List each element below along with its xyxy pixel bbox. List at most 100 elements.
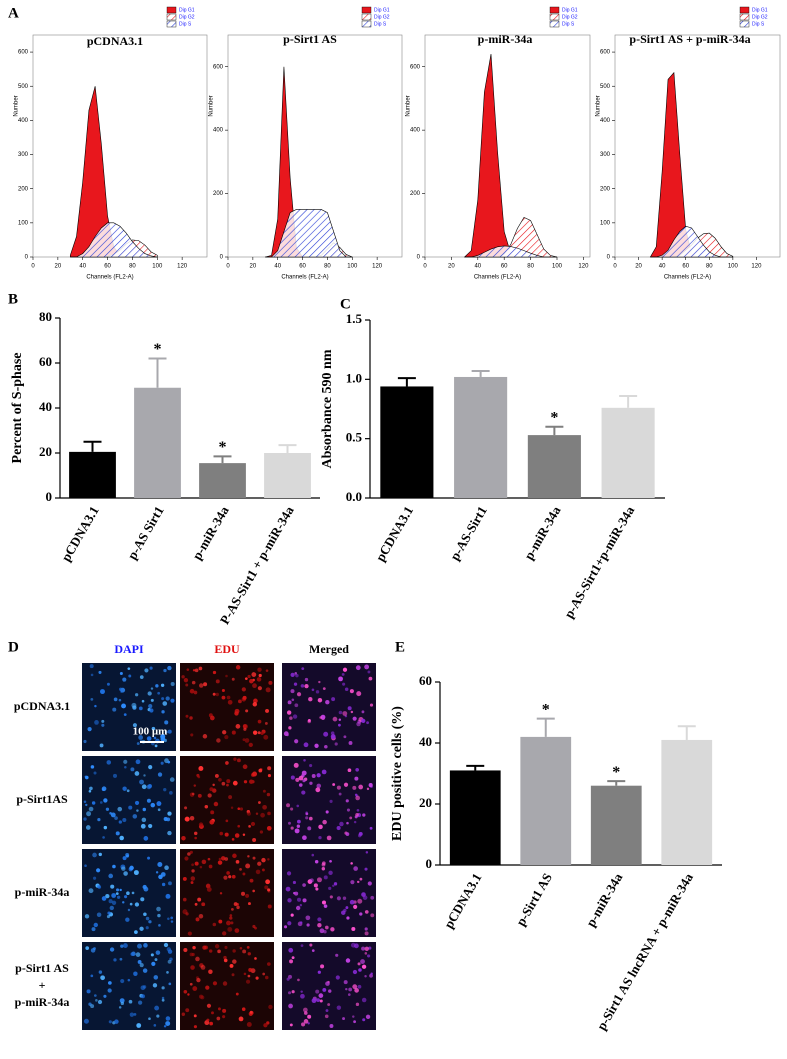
cell-nucleus bbox=[325, 981, 330, 986]
cell-nucleus bbox=[208, 864, 213, 869]
y-tick-label: 0 bbox=[25, 255, 29, 261]
cell-nucleus bbox=[315, 989, 320, 994]
cell-nucleus bbox=[89, 664, 94, 669]
cell-nucleus bbox=[332, 884, 335, 888]
cell-nucleus bbox=[222, 981, 228, 986]
cells bbox=[284, 851, 375, 936]
micrograph bbox=[282, 942, 376, 1030]
cell-nucleus bbox=[246, 1021, 252, 1027]
cell-nucleus bbox=[141, 817, 147, 823]
cell-nucleus bbox=[120, 944, 124, 948]
cell-nucleus bbox=[134, 902, 140, 907]
cell-nucleus bbox=[119, 835, 124, 841]
cell-nucleus bbox=[119, 888, 122, 892]
cell-nucleus bbox=[329, 895, 333, 899]
x-tick-label: 100 bbox=[152, 264, 163, 270]
cell-nucleus bbox=[370, 913, 375, 918]
cell-nucleus bbox=[258, 673, 262, 678]
cell-nucleus bbox=[225, 819, 229, 823]
cell-nucleus bbox=[263, 1023, 268, 1028]
chart-title: p-miR-34a bbox=[478, 32, 533, 46]
cells bbox=[182, 850, 272, 936]
cell-nucleus bbox=[133, 870, 139, 876]
cell-nucleus bbox=[136, 742, 140, 746]
cell-nucleus bbox=[228, 795, 233, 800]
cell-nucleus bbox=[308, 816, 313, 821]
component-area bbox=[464, 245, 557, 258]
cell-nucleus bbox=[155, 950, 161, 955]
cell-nucleus bbox=[169, 790, 173, 795]
cell-nucleus bbox=[122, 856, 127, 861]
cell-nucleus bbox=[345, 799, 349, 803]
cell-nucleus bbox=[365, 851, 369, 854]
x-tick-label: 20 bbox=[55, 264, 62, 270]
cell-nucleus bbox=[114, 1019, 119, 1024]
cell-nucleus bbox=[167, 811, 172, 816]
cell-nucleus bbox=[161, 697, 165, 701]
cell-nucleus bbox=[192, 945, 196, 950]
cell-nucleus bbox=[362, 1018, 366, 1022]
cell-nucleus bbox=[325, 810, 329, 814]
cell-nucleus bbox=[291, 990, 295, 994]
cell-nucleus bbox=[289, 1023, 293, 1027]
cell-nucleus bbox=[109, 947, 115, 952]
cell-nucleus bbox=[225, 674, 228, 678]
cell-nucleus bbox=[358, 784, 364, 790]
cell-nucleus bbox=[255, 869, 261, 875]
cell-nucleus bbox=[261, 857, 266, 863]
cell-nucleus bbox=[239, 807, 244, 811]
cell-nucleus bbox=[364, 931, 369, 936]
cells bbox=[181, 944, 273, 1029]
cell-nucleus bbox=[184, 856, 189, 861]
cell-nucleus bbox=[132, 814, 138, 819]
legend-swatch bbox=[739, 20, 750, 28]
cell-nucleus bbox=[226, 920, 231, 926]
cell-nucleus bbox=[294, 891, 299, 896]
x-tick-label: p-Sirt1 AS bbox=[513, 870, 555, 928]
cell-nucleus bbox=[201, 902, 206, 907]
cell-nucleus bbox=[157, 862, 163, 868]
cell-nucleus bbox=[195, 917, 200, 922]
cell-nucleus bbox=[237, 807, 241, 811]
cell-nucleus bbox=[357, 898, 363, 904]
cell-nucleus bbox=[327, 1003, 331, 1007]
cell-nucleus bbox=[366, 721, 369, 725]
cell-nucleus bbox=[163, 1025, 167, 1028]
cell-nucleus bbox=[361, 946, 366, 951]
y-tick-label: 200 bbox=[600, 186, 611, 192]
y-tick-label: 200 bbox=[213, 191, 224, 197]
cell-nucleus bbox=[128, 999, 133, 1004]
x-tick-label: 80 bbox=[129, 264, 136, 270]
cell-nucleus bbox=[286, 977, 290, 981]
cell-nucleus bbox=[163, 787, 167, 792]
cell-nucleus bbox=[347, 706, 352, 711]
cell-nucleus bbox=[356, 808, 360, 812]
cell-nucleus bbox=[262, 972, 266, 976]
cell-nucleus bbox=[191, 680, 196, 685]
cell-nucleus bbox=[311, 853, 315, 857]
significance: * bbox=[550, 409, 558, 426]
cell-nucleus bbox=[265, 708, 270, 713]
cell-nucleus bbox=[140, 994, 145, 999]
cell-nucleus bbox=[135, 952, 141, 957]
x-tick-label: P-AS-Sirt1 + p-miR-34a bbox=[217, 503, 297, 627]
cell-nucleus bbox=[204, 805, 209, 809]
cell-nucleus bbox=[157, 913, 161, 918]
cell-nucleus bbox=[300, 993, 305, 999]
cell-nucleus bbox=[238, 1016, 244, 1022]
cell-nucleus bbox=[325, 1009, 329, 1012]
cell-nucleus bbox=[307, 1022, 310, 1025]
cell-nucleus bbox=[96, 884, 101, 889]
cell-nucleus bbox=[112, 707, 117, 712]
cell-nucleus bbox=[368, 676, 373, 681]
cell-nucleus bbox=[131, 702, 137, 708]
cell-nucleus bbox=[242, 764, 248, 770]
cell-nucleus bbox=[296, 824, 301, 828]
cell-nucleus bbox=[362, 895, 368, 900]
cell-nucleus bbox=[208, 969, 213, 974]
cell-nucleus bbox=[238, 699, 242, 704]
cell-nucleus bbox=[143, 943, 148, 948]
cell-nucleus bbox=[84, 775, 89, 780]
cell-nucleus bbox=[129, 1012, 135, 1017]
cell-nucleus bbox=[347, 993, 351, 996]
